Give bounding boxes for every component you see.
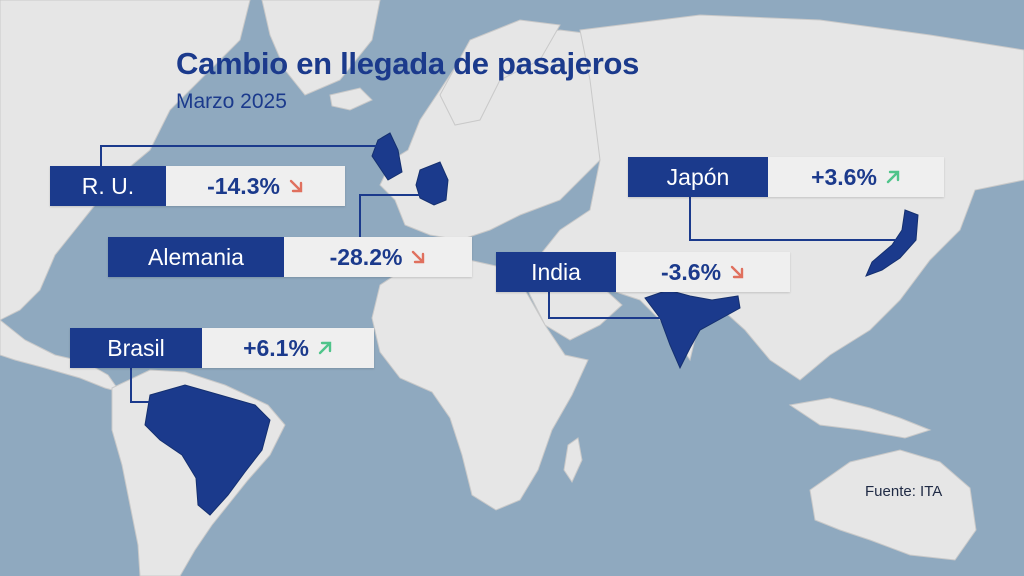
- arrow-down-icon: [288, 178, 304, 194]
- uk-change: -14.3%: [207, 172, 280, 199]
- chart-title: Cambio en llegada de pasajeros: [176, 46, 640, 81]
- greenland-shape: [261, 0, 381, 96]
- germany-change: -28.2%: [329, 243, 403, 270]
- india-label: India -3.6%: [496, 252, 790, 292]
- iceland-shape: [329, 87, 373, 111]
- japan-label: Japón +3.6%: [628, 157, 944, 197]
- australia-shape: [809, 449, 977, 561]
- source-note: Fuente: ITA: [865, 483, 943, 500]
- brazil-change: +6.1%: [243, 334, 309, 361]
- germany-name: Alemania: [108, 237, 284, 277]
- germany-leader-line: [359, 194, 430, 237]
- brazil-shape: [144, 384, 271, 516]
- arrow-up-icon: [885, 169, 901, 185]
- brazil-name: Brasil: [70, 328, 202, 368]
- uk-shape: [371, 132, 403, 181]
- brazil-label: Brasil +6.1%: [70, 328, 374, 368]
- india-value-box: -3.6%: [616, 252, 790, 292]
- madagascar-shape: [563, 437, 583, 484]
- arrow-down-icon: [729, 264, 745, 280]
- uk-name: R. U.: [50, 166, 166, 206]
- japan-shape: [865, 209, 919, 277]
- uk-value-box: -14.3%: [166, 166, 345, 206]
- southeast-asia-islands-shape: [788, 397, 932, 439]
- germany-label: Alemania -28.2%: [108, 237, 472, 277]
- brazil-value-box: +6.1%: [202, 328, 374, 368]
- uk-leader-line: [100, 145, 381, 166]
- arrow-up-icon: [317, 340, 333, 356]
- chart-subtitle: Marzo 2025: [176, 90, 287, 113]
- india-change: -3.6%: [660, 258, 722, 285]
- japan-name: Japón: [628, 157, 768, 197]
- india-leader-line: [548, 290, 670, 319]
- uk-label: R. U. -14.3%: [50, 166, 345, 206]
- india-shape: [644, 289, 741, 370]
- arrow-down-icon: [410, 249, 426, 265]
- india-name: India: [496, 252, 616, 292]
- brazil-leader-line: [130, 368, 180, 403]
- japan-change: +3.6%: [811, 163, 877, 190]
- japan-leader-line: [689, 196, 908, 241]
- japan-value-box: +3.6%: [768, 157, 944, 197]
- germany-value-box: -28.2%: [284, 237, 472, 277]
- scandinavia-shape: [439, 19, 561, 126]
